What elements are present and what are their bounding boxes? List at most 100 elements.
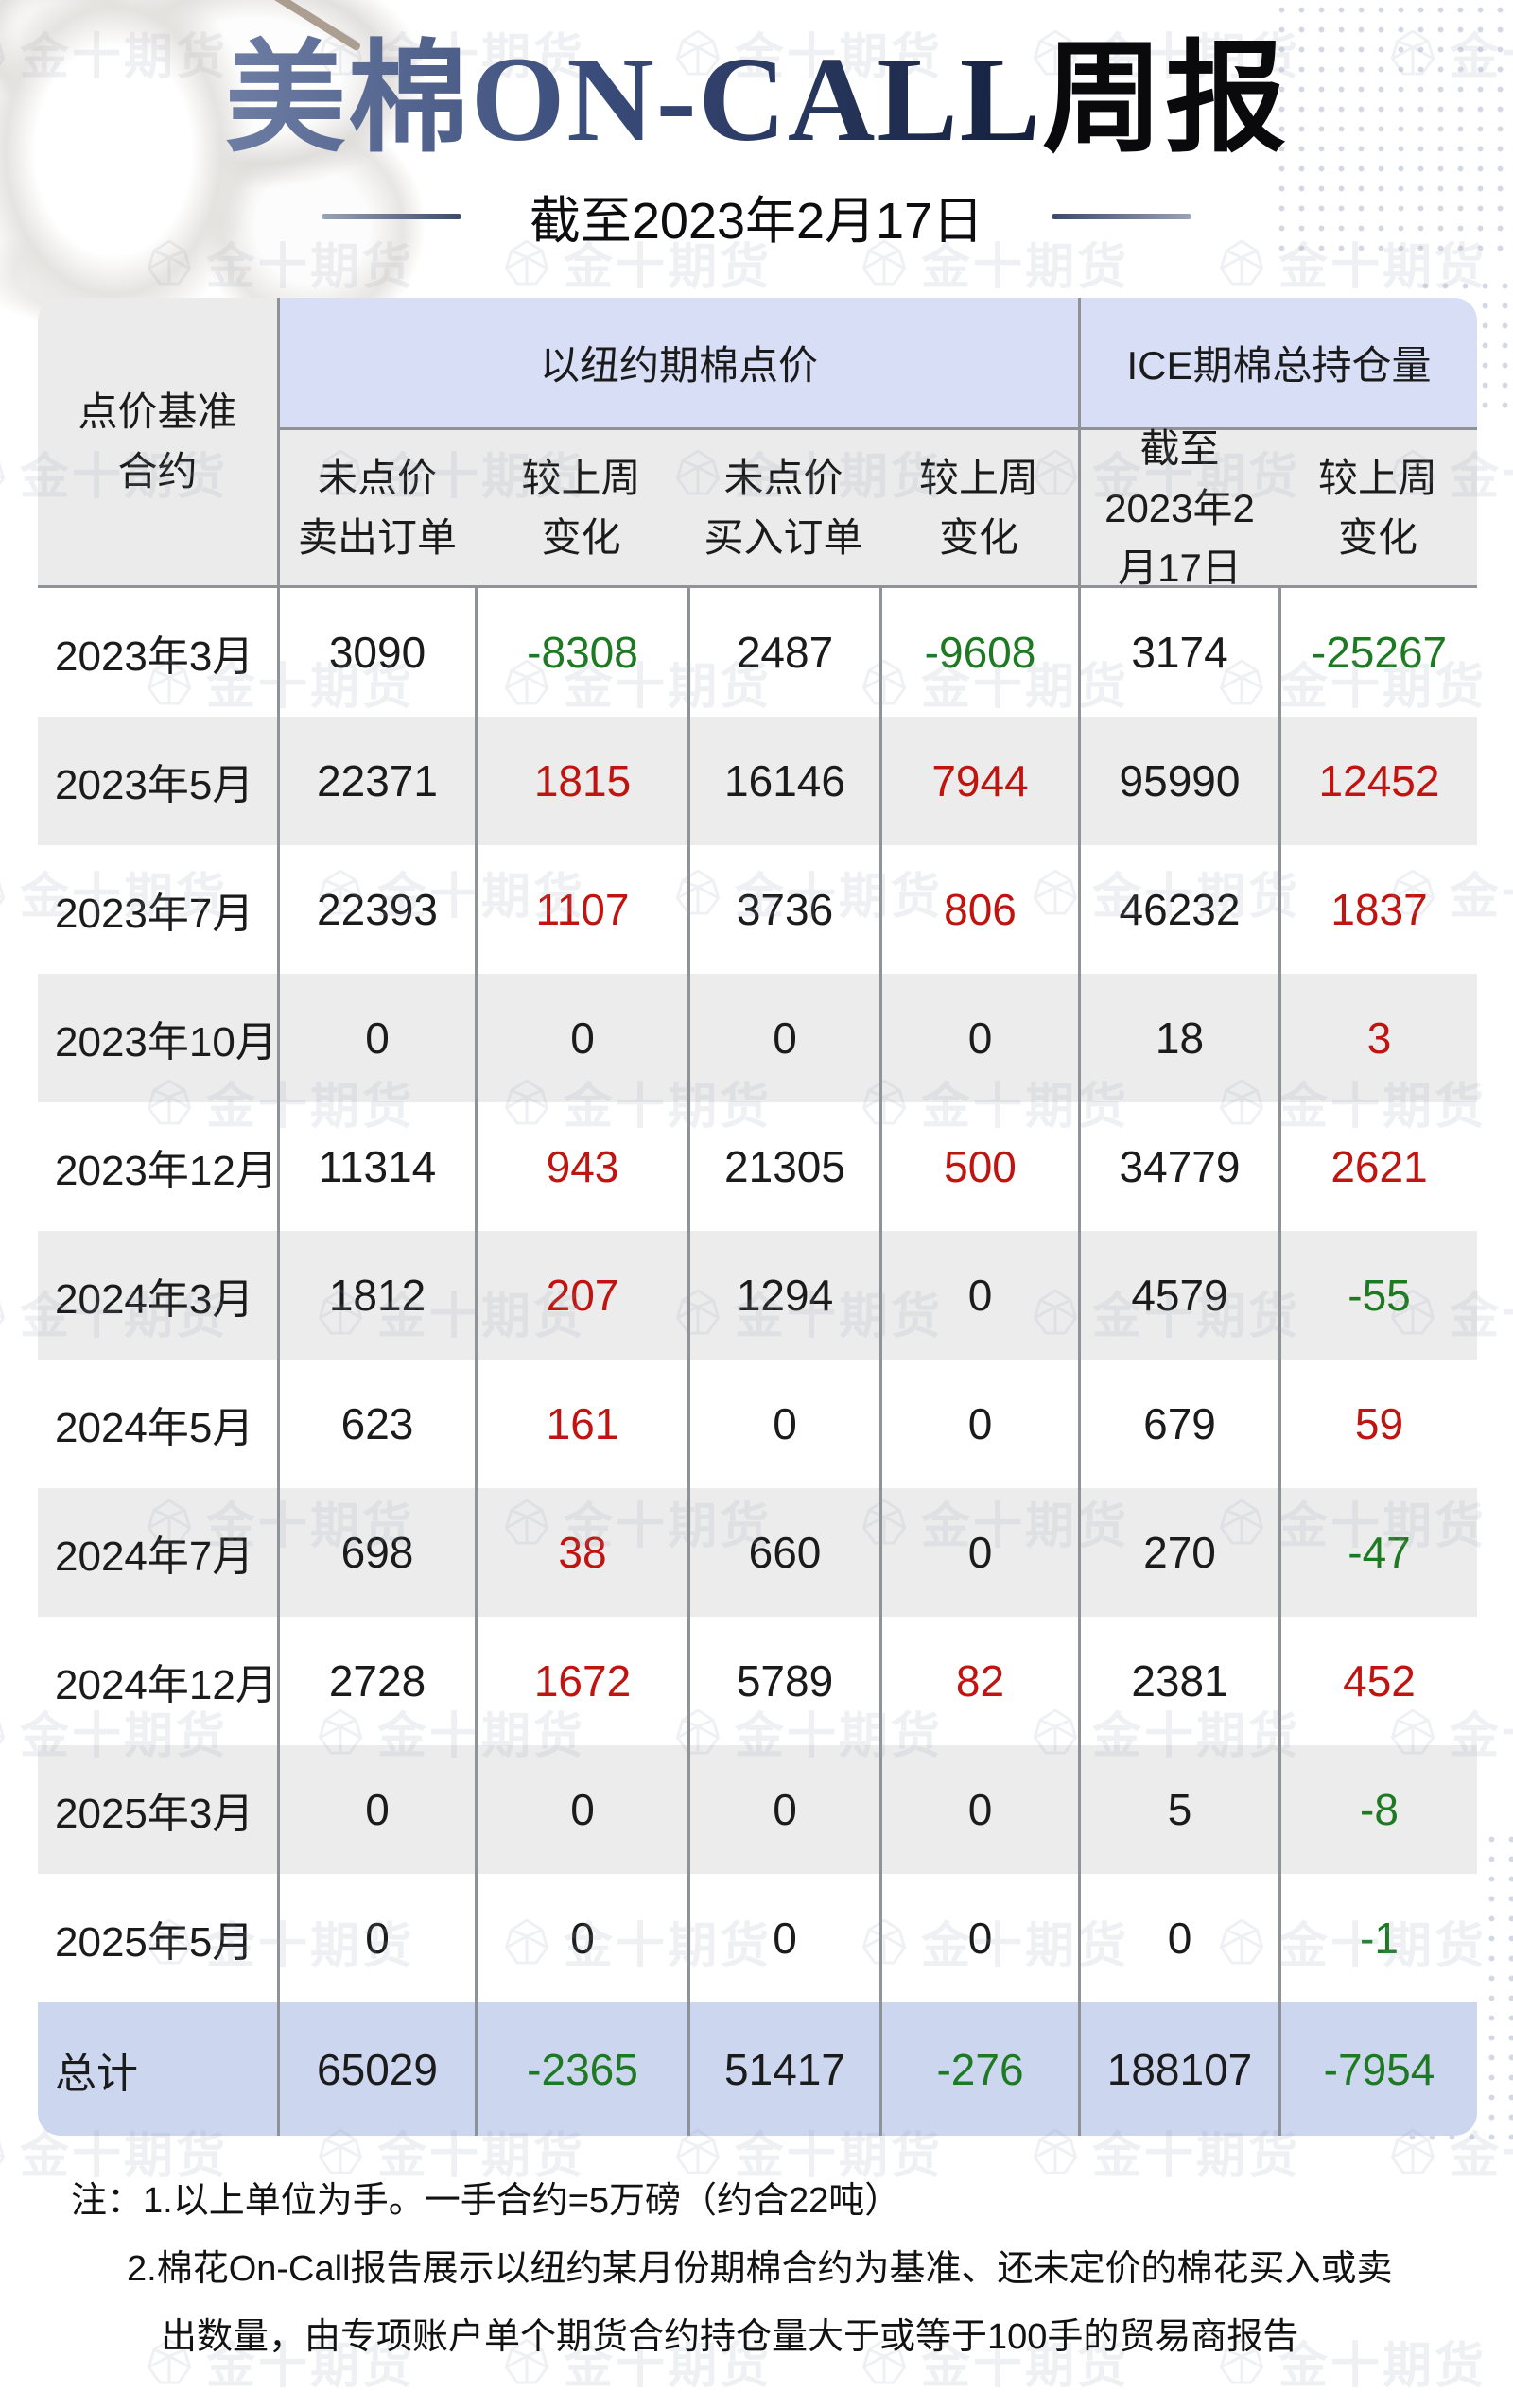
row-label-contract-month: 2023年3月: [38, 588, 277, 717]
total-value-cell: 188107: [1078, 2002, 1278, 2136]
value-cell: -1: [1278, 1874, 1477, 2002]
subtitle-dash-right: [1052, 213, 1192, 219]
value-cell: 679: [1078, 1360, 1278, 1488]
value-cell: 18: [1078, 974, 1278, 1102]
value-cell: 0: [475, 974, 687, 1102]
report-header: 美棉ON-CALL周报 截至2023年2月17日: [0, 0, 1513, 253]
total-value-cell: -276: [879, 2002, 1078, 2136]
value-cell: 59: [1278, 1360, 1477, 1488]
value-cell: 3090: [277, 588, 475, 717]
gem-icon: [0, 1720, 6, 1744]
header-line: 卖出订单: [297, 515, 457, 560]
total-value-cell: -2365: [475, 2002, 687, 2136]
gem-icon: [0, 1300, 6, 1325]
value-cell: 0: [277, 974, 475, 1102]
value-cell: 5: [1078, 1745, 1278, 1874]
value-cell: 207: [475, 1231, 687, 1360]
value-cell: 0: [277, 1874, 475, 2002]
header-line: 较上周: [1317, 456, 1437, 500]
column-header: 较上周 变化: [879, 430, 1078, 588]
value-cell: 0: [687, 1360, 879, 1488]
row-label-contract-month: 2023年12月: [38, 1102, 277, 1231]
row-label-contract-month: 2024年3月: [38, 1231, 277, 1360]
gem-icon: [0, 880, 6, 905]
header-line: 月17日: [1118, 545, 1242, 590]
row-label-contract-month: 2024年7月: [38, 1488, 277, 1617]
value-cell: 21305: [687, 1102, 879, 1231]
footnote-line: 2.棉花On-Call报告展示以纽约某月份期棉合约为基准、还未定价的棉花买入或卖: [127, 2249, 1393, 2289]
value-cell: 0: [879, 1231, 1078, 1360]
value-cell: 0: [687, 1745, 879, 1874]
header-line: 变化: [938, 515, 1018, 560]
title-accent: 美棉ON-CALL: [224, 32, 1043, 166]
row-label-contract-month: 2023年5月: [38, 717, 277, 845]
value-cell: 1294: [687, 1231, 879, 1360]
value-cell: -47: [1278, 1488, 1477, 1617]
value-cell: 452: [1278, 1617, 1477, 1745]
total-row-label: 总计: [38, 2002, 277, 2136]
value-cell: 22393: [277, 845, 475, 974]
column-header: 未点价 卖出订单: [277, 430, 475, 588]
value-cell: 2728: [277, 1617, 475, 1745]
header-line: 较上周: [918, 456, 1038, 500]
row-label-contract-month: 2025年3月: [38, 1745, 277, 1874]
value-cell: 5789: [687, 1617, 879, 1745]
value-cell: 0: [687, 974, 879, 1102]
value-cell: 1815: [475, 717, 687, 845]
row-label-contract-month: 2024年12月: [38, 1617, 277, 1745]
value-cell: 16146: [687, 717, 879, 845]
value-cell: 2621: [1278, 1102, 1477, 1231]
column-header: 截至 2023年2 月17日: [1078, 426, 1278, 590]
value-cell: 1812: [277, 1231, 475, 1360]
value-cell: 698: [277, 1488, 475, 1617]
value-cell: 12452: [1278, 717, 1477, 845]
value-cell: 0: [879, 1874, 1078, 2002]
header-line: 未点价: [317, 456, 437, 500]
row-label-contract-month: 2023年10月: [38, 974, 277, 1102]
value-cell: 943: [475, 1102, 687, 1231]
header-line: 变化: [1337, 515, 1417, 560]
value-cell: -25267: [1278, 588, 1477, 717]
value-cell: -8308: [475, 588, 687, 717]
value-cell: 0: [879, 1745, 1078, 1874]
header-line: 2023年2: [1104, 485, 1255, 530]
group-header-ice-open-interest: ICE期棉总持仓量: [1078, 298, 1477, 430]
footnotes: 注：1.以上单位为手。一手合约=5万磅（约合22吨） 2.棉花On-Call报告展…: [0, 2167, 1513, 2371]
header-line: 未点价: [723, 456, 843, 500]
value-cell: 270: [1078, 1488, 1278, 1617]
total-value-cell: 51417: [687, 2002, 879, 2136]
footnote-line: 注：1.以上单位为手。一手合约=5万磅（约合22吨）: [71, 2181, 901, 2221]
value-cell: 660: [687, 1488, 879, 1617]
value-cell: 2381: [1078, 1617, 1278, 1745]
value-cell: 161: [475, 1360, 687, 1488]
subtitle-text: 截至2023年2月17日: [529, 193, 984, 251]
group-header-ny-pricing: 以纽约期棉点价: [277, 298, 1078, 430]
subtitle-dash-left: [321, 213, 461, 219]
value-cell: -8: [1278, 1745, 1477, 1874]
value-cell: 34779: [1078, 1102, 1278, 1231]
gem-icon: [0, 460, 6, 485]
value-cell: 0: [1078, 1874, 1278, 2002]
value-cell: 0: [687, 1874, 879, 2002]
header-line: 变化: [541, 515, 621, 560]
row-label-contract-month: 2024年5月: [38, 1360, 277, 1488]
value-cell: 1672: [475, 1617, 687, 1745]
value-cell: 3174: [1078, 588, 1278, 717]
value-cell: 806: [879, 845, 1078, 974]
value-cell: 0: [277, 1745, 475, 1874]
on-call-table-card: 点价基准 合约 以纽约期棉点价 ICE期棉总持仓量 未点价 卖出订单 较上周 变化 未点价 买入订…: [38, 298, 1477, 2136]
value-cell: 38: [475, 1488, 687, 1617]
value-cell: 82: [879, 1617, 1078, 1745]
value-cell: 0: [879, 1360, 1078, 1488]
header-line: 买入订单: [704, 515, 863, 560]
footnote-line: 出数量，由专项账户单个期货合约持仓量大于或等于100手的贸易商报告: [161, 2317, 1299, 2357]
value-cell: 3736: [687, 845, 879, 974]
value-cell: 1107: [475, 845, 687, 974]
report-subtitle: 截至2023年2月17日: [0, 179, 1513, 253]
header-line: 合约: [117, 449, 198, 494]
value-cell: 46232: [1078, 845, 1278, 974]
row-label-contract-month: 2023年7月: [38, 845, 277, 974]
value-cell: 1837: [1278, 845, 1477, 974]
header-line: 点价基准: [78, 390, 237, 434]
row-label-contract-month: 2025年5月: [38, 1874, 277, 2002]
